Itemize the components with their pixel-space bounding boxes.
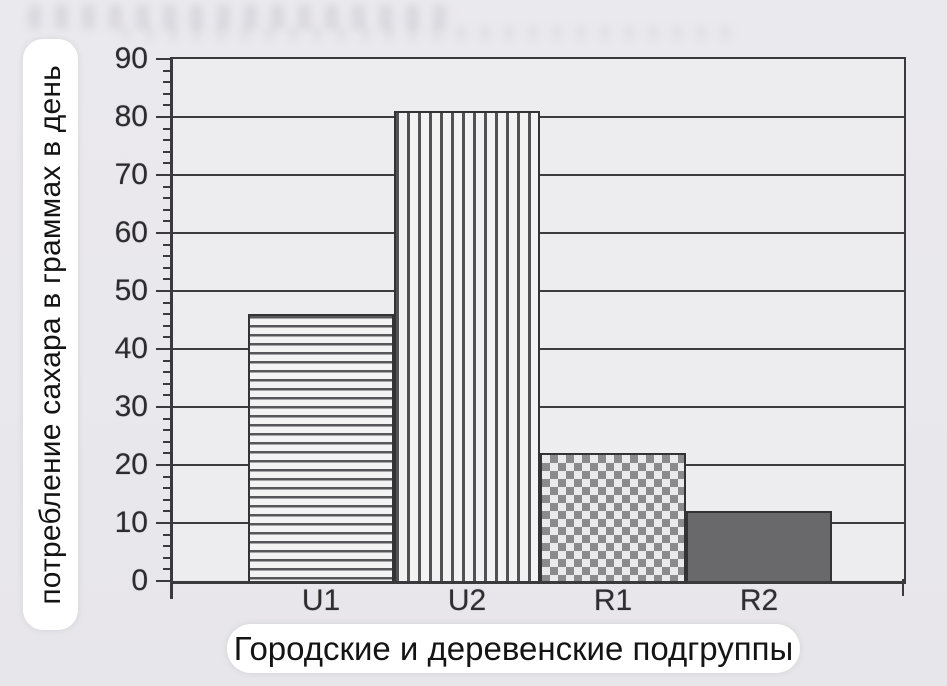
major-tick-20 <box>156 464 170 466</box>
minor-tick-28 <box>163 417 170 420</box>
minor-tick-24 <box>163 440 170 443</box>
ytick-label-30: 30 <box>114 390 148 423</box>
major-tick-0 <box>156 580 170 582</box>
minor-tick-34 <box>163 382 170 385</box>
minor-tick-4 <box>163 556 170 559</box>
minor-tick-82 <box>163 104 170 107</box>
ytick-label-70: 70 <box>114 158 148 191</box>
minor-tick-88 <box>163 69 170 72</box>
minor-tick-52 <box>163 278 170 281</box>
minor-tick-58 <box>163 243 170 246</box>
y-axis-label: потребление сахара в граммах в день <box>33 64 67 605</box>
ytick-label-90: 90 <box>114 42 148 75</box>
minor-tick-74 <box>163 150 170 153</box>
minor-tick-46 <box>163 313 170 316</box>
bar-R1 <box>540 453 686 581</box>
ytick-label-0: 0 <box>131 564 148 597</box>
minor-tick-56 <box>163 255 170 258</box>
y-axis-line-extension <box>170 579 173 599</box>
minor-tick-66 <box>163 197 170 200</box>
x-axis-label: Городские и деревенские подгруппы <box>233 629 794 667</box>
minor-tick-16 <box>163 487 170 490</box>
minor-tick-54 <box>163 266 170 269</box>
category-label-U2: U2 <box>447 584 487 617</box>
major-tick-60 <box>156 232 170 234</box>
category-label-R2: R2 <box>739 584 779 617</box>
minor-tick-22 <box>163 452 170 455</box>
minor-tick-6 <box>163 545 170 548</box>
minor-tick-18 <box>163 475 170 478</box>
ytick-label-50: 50 <box>114 274 148 307</box>
category-label-R1: R1 <box>593 584 633 617</box>
minor-tick-14 <box>163 498 170 501</box>
ytick-label-40: 40 <box>114 332 148 365</box>
minor-tick-78 <box>163 127 170 130</box>
minor-tick-48 <box>163 301 170 304</box>
ytick-label-80: 80 <box>114 100 148 133</box>
ytick-label-20: 20 <box>114 448 148 481</box>
minor-tick-62 <box>163 220 170 223</box>
minor-tick-72 <box>163 162 170 165</box>
major-tick-40 <box>156 348 170 350</box>
minor-tick-44 <box>163 324 170 327</box>
major-tick-80 <box>156 116 170 118</box>
minor-tick-64 <box>163 208 170 211</box>
page-bleedthrough-smudge <box>120 26 740 40</box>
category-label-U1: U1 <box>301 584 341 617</box>
y-axis-label-pill: потребление сахара в граммах в день <box>23 39 78 630</box>
major-tick-90 <box>156 58 170 60</box>
bar-R2 <box>686 511 832 581</box>
minor-tick-84 <box>163 92 170 95</box>
page-bleedthrough-smudge <box>28 5 458 29</box>
minor-tick-42 <box>163 336 170 339</box>
major-tick-50 <box>156 290 170 292</box>
ytick-label-10: 10 <box>114 506 148 539</box>
x-axis-label-pill: Городские и деревенские подгруппы <box>227 624 800 673</box>
major-tick-70 <box>156 174 170 176</box>
bar-U2 <box>394 111 540 581</box>
minor-tick-26 <box>163 429 170 432</box>
right-border-extension <box>902 579 904 596</box>
minor-tick-38 <box>163 359 170 362</box>
minor-tick-2 <box>163 568 170 571</box>
minor-tick-8 <box>163 533 170 536</box>
minor-tick-76 <box>163 139 170 142</box>
minor-tick-68 <box>163 185 170 188</box>
minor-tick-12 <box>163 510 170 513</box>
minor-tick-86 <box>163 81 170 84</box>
ytick-label-60: 60 <box>114 216 148 249</box>
plot-area <box>170 57 906 584</box>
minor-tick-36 <box>163 371 170 374</box>
major-tick-10 <box>156 522 170 524</box>
major-tick-30 <box>156 406 170 408</box>
bar-U1 <box>248 314 394 581</box>
minor-tick-32 <box>163 394 170 397</box>
